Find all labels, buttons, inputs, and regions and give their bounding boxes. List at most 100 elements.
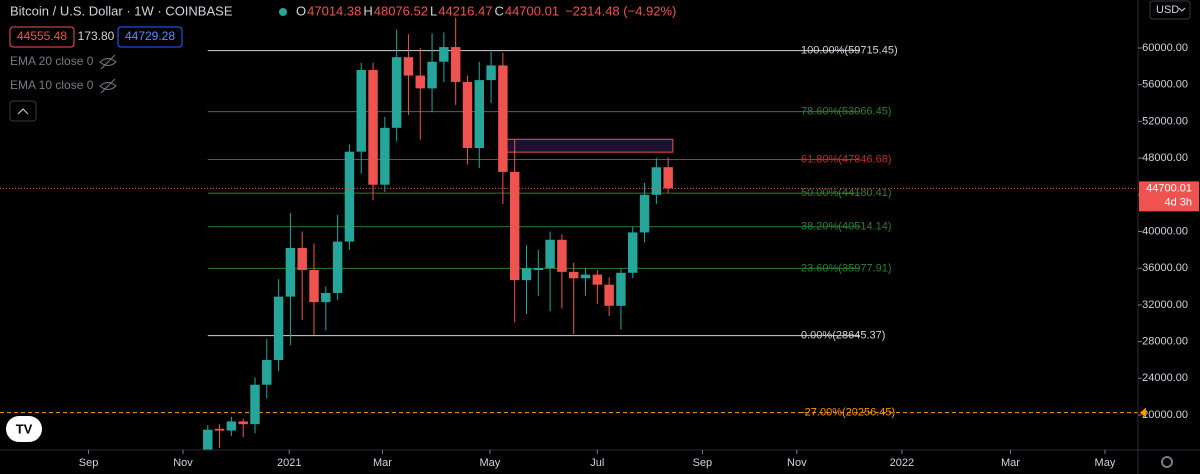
x-tick-label: Sep bbox=[79, 457, 99, 469]
header: Bitcoin / U.S. Dollar · 1W · COINBASE 44… bbox=[6, 0, 1191, 468]
bid: 44555.48 bbox=[17, 29, 67, 43]
bid-box[interactable] bbox=[9, 26, 75, 48]
candle-body bbox=[557, 239, 567, 272]
y-tick-label: 36000.00 bbox=[1142, 262, 1188, 274]
candle-body bbox=[332, 241, 343, 293]
ohlc-value: 44700.01 bbox=[505, 3, 559, 18]
ohlc-prefix: O bbox=[296, 3, 306, 18]
candle-body bbox=[663, 167, 673, 189]
plot-area: 100.00%(59715.45) 78.60%(53066.45) 61.80%(… bbox=[0, 17, 1138, 450]
logo[interactable] bbox=[6, 416, 42, 442]
candle-body bbox=[309, 270, 319, 303]
candle-body bbox=[450, 47, 461, 82]
candle-body bbox=[604, 284, 614, 306]
currency: USD bbox=[1156, 4, 1179, 16]
zone-box bbox=[502, 138, 674, 153]
fib-label: 50.00%(44180.41) bbox=[801, 187, 892, 199]
y-tick-label: 24000.00 bbox=[1142, 372, 1188, 384]
candle-body bbox=[297, 248, 307, 271]
fib-label: 23.60%(35977.91) bbox=[801, 262, 892, 274]
y-tick-label: 32000.00 bbox=[1142, 299, 1188, 311]
fib-label: 61.80%(47846.68) bbox=[801, 153, 892, 165]
candle-body bbox=[651, 167, 662, 195]
x-tick-label: May bbox=[480, 457, 501, 469]
ohlc-value: 47014.38 bbox=[307, 3, 361, 18]
last-price-box bbox=[1139, 181, 1199, 212]
candle-body bbox=[214, 428, 225, 431]
x-tick-label: Nov bbox=[173, 457, 193, 469]
fib-label: 0.00%(28645.37) bbox=[801, 330, 885, 342]
y-tick-label: 20000.00 bbox=[1142, 409, 1188, 421]
x-tick-label: Mar bbox=[1001, 457, 1020, 469]
x-tick-label: Nov bbox=[787, 457, 807, 469]
candle-body bbox=[509, 171, 520, 281]
x-tick-label: Sep bbox=[693, 457, 713, 469]
candle-body bbox=[569, 271, 579, 279]
y-tick-label: 40000.00 bbox=[1142, 225, 1188, 237]
spread: 173.80 bbox=[78, 29, 115, 43]
dropdown-icon bbox=[1178, 7, 1186, 12]
candle-body bbox=[403, 57, 414, 76]
x-tick-label: Mar bbox=[373, 457, 392, 469]
candle-body bbox=[415, 75, 425, 89]
candle-body bbox=[321, 292, 331, 303]
ohlc-value: 48076.52 bbox=[374, 3, 428, 18]
y-tick-label: 52000.00 bbox=[1142, 115, 1188, 127]
currency-button[interactable] bbox=[1149, 0, 1191, 20]
candle-body bbox=[368, 70, 378, 185]
candle-body bbox=[639, 194, 650, 233]
indicator[interactable]: EMA 20 close 0 bbox=[10, 54, 94, 68]
collapse-button[interactable] bbox=[9, 100, 37, 122]
candle-body bbox=[462, 81, 473, 149]
last-price-label: 44700.01 bbox=[1146, 182, 1192, 194]
candle-body bbox=[262, 359, 272, 385]
candle-body bbox=[273, 296, 284, 360]
y-tick-label: 56000.00 bbox=[1142, 79, 1188, 91]
candle-body bbox=[592, 274, 603, 285]
candle-body bbox=[344, 151, 355, 242]
x-tick-label: 2022 bbox=[890, 457, 914, 469]
symbol-title: Bitcoin / U.S. Dollar · 1W · COINBASE bbox=[10, 3, 233, 18]
ohlc-prefix: C bbox=[494, 3, 503, 18]
y-tick-label: 28000.00 bbox=[1142, 336, 1188, 348]
candle-body bbox=[356, 70, 366, 152]
fib-label: -27.00%(20256.45) bbox=[801, 407, 895, 419]
candle-body bbox=[616, 272, 626, 306]
candle-body bbox=[474, 80, 485, 149]
candle-body bbox=[238, 421, 248, 425]
collapse-icon bbox=[17, 108, 29, 115]
candle-body bbox=[498, 65, 508, 172]
change: −2314.48 (−4.92%) bbox=[565, 3, 676, 18]
candle-body bbox=[439, 47, 449, 62]
candle-body bbox=[545, 239, 555, 269]
ask-box[interactable] bbox=[117, 26, 183, 48]
candle-body bbox=[486, 65, 496, 81]
x-tick-label: Jul bbox=[590, 457, 604, 469]
candle-body bbox=[391, 57, 402, 128]
settings-icon[interactable] bbox=[1161, 456, 1173, 468]
y-tick-label: 60000.00 bbox=[1142, 42, 1188, 54]
candle-body bbox=[628, 232, 638, 273]
fib-label: 100.00%(59715.45) bbox=[801, 45, 898, 57]
ohlc-value: 44216.47 bbox=[438, 3, 492, 18]
candle-body bbox=[427, 61, 437, 89]
status-dot bbox=[279, 8, 287, 16]
ask: 44729.28 bbox=[125, 29, 175, 43]
candle-body bbox=[226, 421, 237, 431]
logo-mark: TV bbox=[16, 421, 33, 436]
x-tick-label: 2021 bbox=[277, 457, 301, 469]
candle-body bbox=[580, 274, 591, 279]
candle-body bbox=[533, 268, 544, 271]
eye-off-icon[interactable] bbox=[99, 54, 117, 94]
y-tick-label: 48000.00 bbox=[1142, 152, 1188, 164]
countdown: 4d 3h bbox=[1164, 196, 1192, 208]
candle-body bbox=[380, 127, 390, 185]
candle-body bbox=[521, 268, 532, 281]
fib-axis-marker bbox=[1140, 407, 1146, 418]
indicator[interactable]: EMA 10 close 0 bbox=[10, 78, 94, 92]
x-tick-label: May bbox=[1095, 457, 1116, 469]
candle-body bbox=[285, 248, 296, 297]
